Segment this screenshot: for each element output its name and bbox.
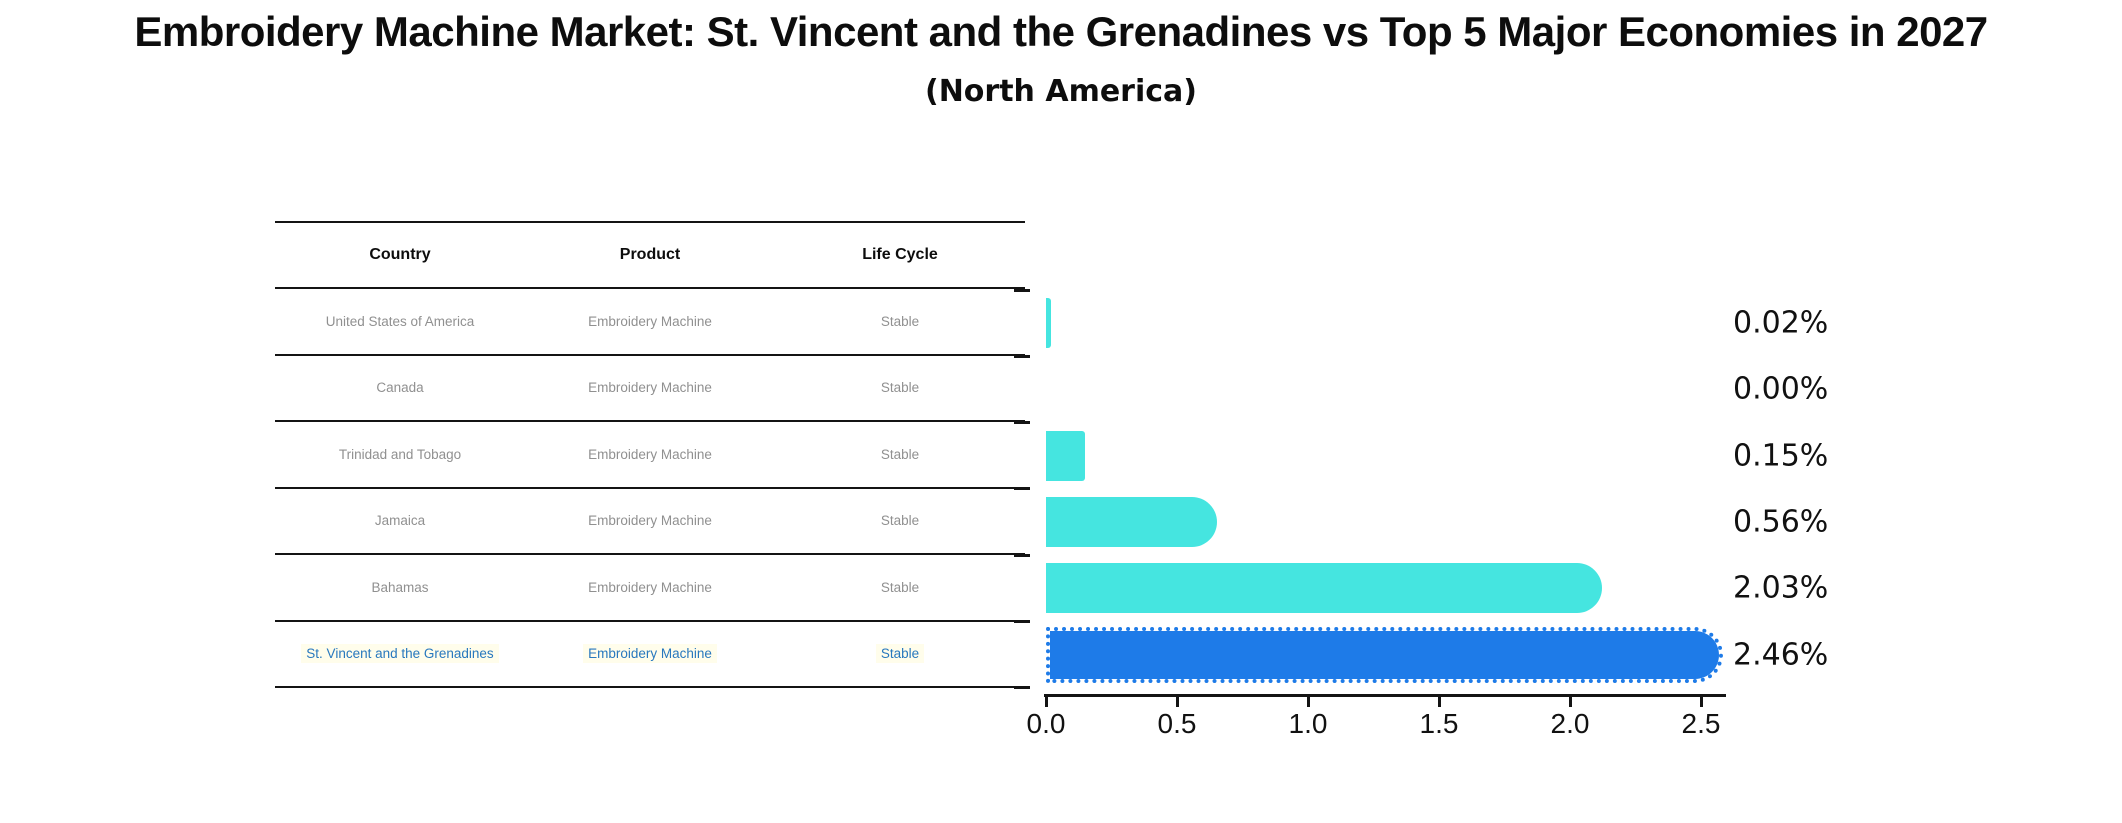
table-row: United States of America Embroidery Machi… xyxy=(275,289,1025,356)
cell-text: Stable xyxy=(880,513,920,529)
table-row: Jamaica Embroidery Machine Stable xyxy=(275,489,1025,555)
cell-text: Embroidery Machine xyxy=(588,513,712,529)
bar xyxy=(1046,563,1602,613)
table-row-cell-2: Stable xyxy=(775,644,1025,664)
table-header-row-cell-1: Product xyxy=(525,246,775,264)
cell-text: Embroidery Machine xyxy=(588,446,712,462)
table-header-row: Country Product Life Cycle xyxy=(275,221,1025,289)
table-row-cell-1: Embroidery Machine xyxy=(525,580,775,595)
table-row: Trinidad and Tobago Embroidery Machine Sta… xyxy=(275,422,1025,489)
table-header-row-cell-2: Life Cycle xyxy=(775,246,1025,264)
cell-text: Bahamas xyxy=(371,579,429,595)
table-row: Bahamas Embroidery Machine Stable xyxy=(275,555,1025,622)
table-row-cell-2: Stable xyxy=(775,447,1025,462)
x-axis-tick xyxy=(1438,697,1441,707)
table-row-cell-0: St. Vincent and the Grenadines xyxy=(275,644,525,664)
table-row-cell-1: Embroidery Machine xyxy=(525,513,775,528)
y-axis-tick xyxy=(1014,487,1030,490)
cell-text: Stable xyxy=(880,446,920,462)
value-label: 0.02% xyxy=(1733,305,1829,341)
y-axis-tick xyxy=(1014,686,1030,689)
table-row: St. Vincent and the Grenadines Embroidery… xyxy=(275,622,1025,688)
cell-text: Stable xyxy=(875,644,925,664)
bar xyxy=(1046,431,1085,481)
value-label: 2.03% xyxy=(1733,570,1829,606)
cell-text: Embroidery Machine xyxy=(588,579,712,595)
x-axis-tick-label: 0.5 xyxy=(1157,708,1197,739)
y-axis-tick xyxy=(1014,421,1030,424)
chart-title: Embroidery Machine Market: St. Vincent a… xyxy=(134,8,1988,55)
cell-text: Canada xyxy=(376,380,424,396)
x-axis-tick-label: 1.5 xyxy=(1419,708,1459,739)
cell-text: Stable xyxy=(880,380,920,396)
y-axis-tick xyxy=(1014,355,1030,358)
cell-text: Embroidery Machine xyxy=(588,313,712,329)
table-row-cell-0: Canada xyxy=(275,380,525,395)
cell-text: Stable xyxy=(880,313,920,329)
table-row: Canada Embroidery Machine Stable xyxy=(275,356,1025,422)
cell-text: United States of America xyxy=(325,313,475,329)
market-table: Country Product Life Cycle United States of… xyxy=(275,221,1025,688)
cell-text: Life Cycle xyxy=(862,246,938,263)
value-label: 0.00% xyxy=(1733,371,1829,407)
x-axis-tick xyxy=(1700,697,1703,707)
table-row-cell-0: Jamaica xyxy=(275,513,525,528)
cell-text: Trinidad and Tobago xyxy=(338,446,462,462)
value-label: 2.46% xyxy=(1733,637,1829,673)
cell-text: St. Vincent and the Grenadines xyxy=(301,644,499,664)
y-axis-tick xyxy=(1014,289,1030,292)
highlight-bar xyxy=(1046,627,1723,683)
x-axis-tick-label: 2.5 xyxy=(1681,708,1721,739)
x-axis-tick xyxy=(1307,697,1310,707)
bar xyxy=(1046,298,1051,348)
cell-text: Jamaica xyxy=(374,513,426,529)
table-row-cell-0: Trinidad and Tobago xyxy=(275,447,525,462)
y-axis-tick xyxy=(1014,554,1030,557)
cell-text: Country xyxy=(369,246,431,263)
y-axis-tick xyxy=(1014,620,1030,623)
x-axis-tick-label: 2.0 xyxy=(1550,708,1590,739)
x-axis-tick xyxy=(1569,697,1572,707)
table-row-cell-1: Embroidery Machine xyxy=(525,447,775,462)
bar xyxy=(1046,497,1217,547)
table-row-cell-0: Bahamas xyxy=(275,580,525,595)
table-row-cell-2: Stable xyxy=(775,380,1025,395)
value-label: 0.56% xyxy=(1733,504,1829,540)
table-row-cell-2: Stable xyxy=(775,314,1025,329)
x-axis-line xyxy=(1044,694,1726,697)
chart-subtitle: (North America) xyxy=(924,74,1197,109)
x-axis-tick-label: 1.0 xyxy=(1288,708,1328,739)
table-row-cell-0: United States of America xyxy=(275,314,525,329)
x-axis-tick xyxy=(1176,697,1179,707)
cell-text: Embroidery Machine xyxy=(583,644,717,664)
cell-text: Product xyxy=(619,246,681,263)
table-row-cell-2: Stable xyxy=(775,580,1025,595)
x-axis-tick xyxy=(1045,697,1048,707)
table-row-cell-1: Embroidery Machine xyxy=(525,644,775,664)
cell-text: Embroidery Machine xyxy=(588,380,712,396)
table-row-cell-1: Embroidery Machine xyxy=(525,380,775,395)
x-axis-tick-label: 0.0 xyxy=(1026,708,1066,739)
table-header-row-cell-0: Country xyxy=(275,246,525,264)
table-row-cell-1: Embroidery Machine xyxy=(525,314,775,329)
table-row-cell-2: Stable xyxy=(775,513,1025,528)
value-label: 0.15% xyxy=(1733,438,1829,474)
cell-text: Stable xyxy=(880,579,920,595)
